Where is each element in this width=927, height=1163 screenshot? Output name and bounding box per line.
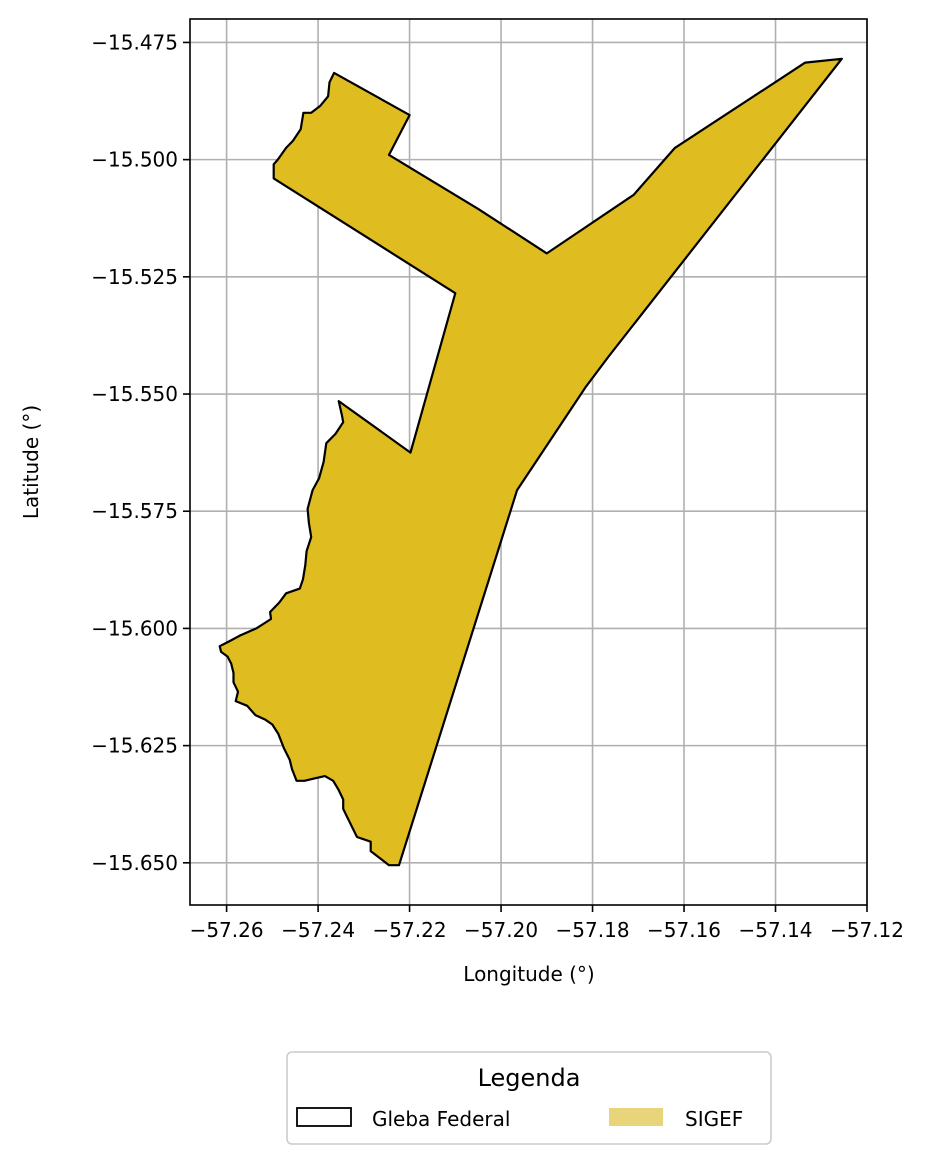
y-tick-label: −15.500 xyxy=(91,148,178,172)
y-tick-label: −15.575 xyxy=(91,499,178,523)
x-tick-label: −57.18 xyxy=(556,918,630,942)
y-axis-title: Latitude (°) xyxy=(19,405,43,519)
x-tick-label: −57.12 xyxy=(830,918,904,942)
y-tick-label: −15.625 xyxy=(91,734,178,758)
x-tick-label: −57.24 xyxy=(281,918,355,942)
x-axis-title: Longitude (°) xyxy=(463,962,594,986)
x-tick-label: −57.14 xyxy=(739,918,813,942)
x-tick-label: −57.26 xyxy=(190,918,264,942)
y-tick-label: −15.600 xyxy=(91,616,178,640)
legend-title: Legenda xyxy=(478,1064,581,1092)
plot-frame xyxy=(189,18,868,906)
legend-label-sigef: SIGEF xyxy=(685,1107,743,1131)
y-tick-label: −15.475 xyxy=(91,30,178,54)
legend-swatch-gleba-federal xyxy=(296,1107,352,1127)
legend-swatch-sigef xyxy=(609,1108,663,1126)
x-tick-label: −57.16 xyxy=(647,918,721,942)
y-tick-label: −15.550 xyxy=(91,382,178,406)
y-axis-ticks: −15.475 −15.500 −15.525 −15.550 −15.575 −15.6… xyxy=(91,30,190,875)
x-axis-ticks: −57.26 −57.24 −57.22 −57.20 −57.18 −57.16 −57.… xyxy=(190,905,904,942)
x-tick-label: −57.22 xyxy=(373,918,447,942)
y-tick-label: −15.525 xyxy=(91,265,178,289)
gleba-polygon xyxy=(218,57,843,867)
x-tick-label: −57.20 xyxy=(464,918,538,942)
polygon-layer xyxy=(218,57,843,867)
y-tick-label: −15.650 xyxy=(91,851,178,875)
legend-label-gleba-federal: Gleba Federal xyxy=(372,1107,510,1131)
legend: Legenda Gleba Federal SIGEF xyxy=(286,1051,772,1145)
